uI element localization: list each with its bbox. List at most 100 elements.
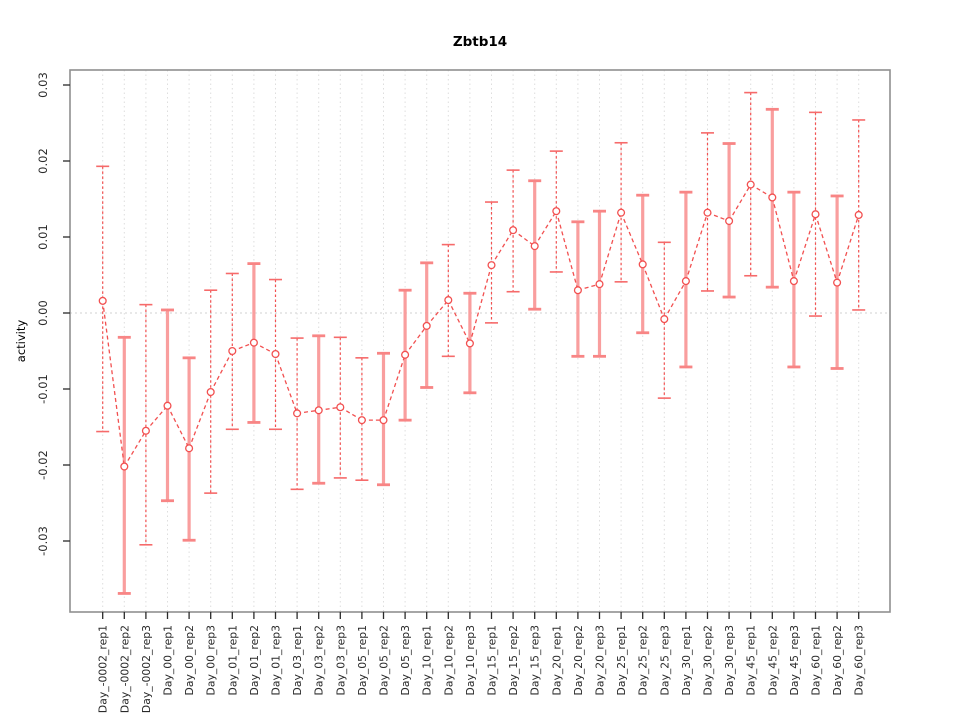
x-tick-label: Day_20_rep3: [594, 625, 607, 695]
x-tick-label: Day_15_rep3: [529, 625, 542, 695]
data-point: [595, 280, 604, 289]
series-segment: [793, 214, 817, 282]
x-tick-label: Day_30_rep2: [702, 625, 715, 695]
x-tick-label: Day_20_rep1: [550, 625, 563, 695]
x-tick-label: Day_45_rep2: [766, 625, 779, 695]
x-tick-label: Day_05_rep1: [356, 625, 369, 695]
data-point: [163, 401, 172, 410]
data-point: [703, 208, 712, 217]
series-segment: [469, 264, 493, 344]
x-tick-label: Day_10_rep2: [442, 625, 455, 695]
data-point: [509, 226, 518, 235]
data-point: [854, 210, 863, 220]
x-tick-label: Day_30_rep1: [680, 625, 693, 695]
data-point: [725, 216, 734, 226]
x-tick-label: Day_45_rep1: [745, 625, 758, 695]
x-tick-label: Day_-0002_rep3: [140, 625, 153, 713]
data-point: [681, 277, 690, 286]
series-segment: [512, 229, 536, 247]
data-point: [617, 208, 626, 217]
series-segment: [598, 212, 622, 285]
data-point: [660, 315, 669, 324]
x-tick-label: Day_25_rep2: [637, 625, 650, 695]
data-point: [185, 444, 194, 453]
series-segment: [210, 350, 233, 393]
series-segment: [188, 391, 212, 449]
series-segment: [663, 280, 687, 320]
data-point: [141, 426, 150, 435]
data-point: [401, 350, 410, 359]
data-point: [336, 403, 345, 412]
x-tick-label: Day_10_rep1: [421, 625, 434, 695]
x-tick-label: Day_20_rep2: [572, 625, 585, 695]
series-segment: [836, 214, 860, 283]
data-point: [120, 462, 129, 471]
series-segment: [728, 184, 752, 222]
y-tick-label: 0.02: [36, 148, 50, 174]
x-tick-label: Day_00_rep1: [162, 625, 175, 695]
data-point: [228, 346, 237, 356]
data-point: [746, 180, 755, 189]
data-point: [638, 260, 647, 269]
data-point: [789, 277, 798, 286]
data-point: [768, 193, 777, 202]
series-segment: [145, 405, 168, 432]
series-segment: [490, 229, 514, 266]
data-point: [293, 409, 302, 418]
series-segment: [447, 299, 471, 344]
y-tick-label: -0.01: [36, 374, 50, 404]
y-tick-label: -0.02: [36, 450, 50, 480]
data-point: [249, 338, 258, 347]
x-tick-label: Day_00_rep3: [205, 625, 218, 695]
data-point: [357, 416, 366, 425]
y-tick-label: -0.03: [36, 526, 50, 556]
y-tick-label: 0.00: [36, 300, 50, 326]
x-tick-label: Day_00_rep2: [183, 625, 196, 695]
x-tick-label: Day_03_rep2: [313, 625, 326, 695]
series-segment: [404, 325, 428, 356]
series-segment: [426, 299, 449, 327]
series-segment: [771, 197, 795, 282]
data-point: [422, 321, 431, 330]
x-tick-label: Day_-0002_rep1: [97, 625, 110, 713]
x-tick-label: Day_05_rep2: [378, 625, 391, 695]
x-tick-label: Day_30_rep3: [723, 625, 736, 695]
series-segment: [620, 212, 644, 265]
data-point: [271, 349, 280, 359]
data-point: [206, 387, 215, 397]
x-tick-label: Day_-0002_rep2: [118, 625, 131, 713]
series-segment: [123, 430, 147, 467]
data-point: [530, 242, 539, 251]
x-tick-label: Day_15_rep1: [486, 625, 499, 695]
x-tick-label: Day_60_rep2: [831, 625, 844, 695]
x-tick-label: Day_03_rep3: [334, 625, 347, 695]
x-tick-label: Day_60_rep1: [810, 625, 823, 695]
data-point: [811, 210, 820, 219]
x-tick-label: Day_01_rep2: [248, 625, 261, 695]
plot-frame: [69, 69, 891, 613]
x-tick-label: Day_45_rep3: [788, 625, 801, 695]
series-segment: [814, 214, 838, 283]
x-tick-label: Day_01_rep3: [270, 625, 283, 695]
data-point: [465, 339, 474, 348]
data-point: [552, 207, 561, 216]
series-segment: [382, 354, 406, 421]
x-tick-label: Day_05_rep3: [399, 625, 412, 695]
x-tick-label: Day_01_rep1: [226, 625, 239, 695]
series-segment: [102, 300, 125, 467]
data-point: [98, 296, 107, 305]
data-point: [573, 286, 582, 295]
x-tick-label: Day_10_rep3: [464, 625, 477, 695]
x-tick-label: Day_60_rep3: [853, 625, 866, 695]
x-tick-label: Day_25_rep1: [615, 625, 628, 695]
data-point: [444, 296, 453, 305]
x-tick-label: Day_03_rep1: [291, 625, 304, 695]
series-segment: [274, 353, 298, 414]
data-point: [833, 278, 842, 287]
data-point: [379, 416, 388, 425]
chart-title: Zbtb14: [452, 34, 508, 50]
series-segment: [534, 210, 557, 247]
series-segment: [642, 264, 665, 320]
